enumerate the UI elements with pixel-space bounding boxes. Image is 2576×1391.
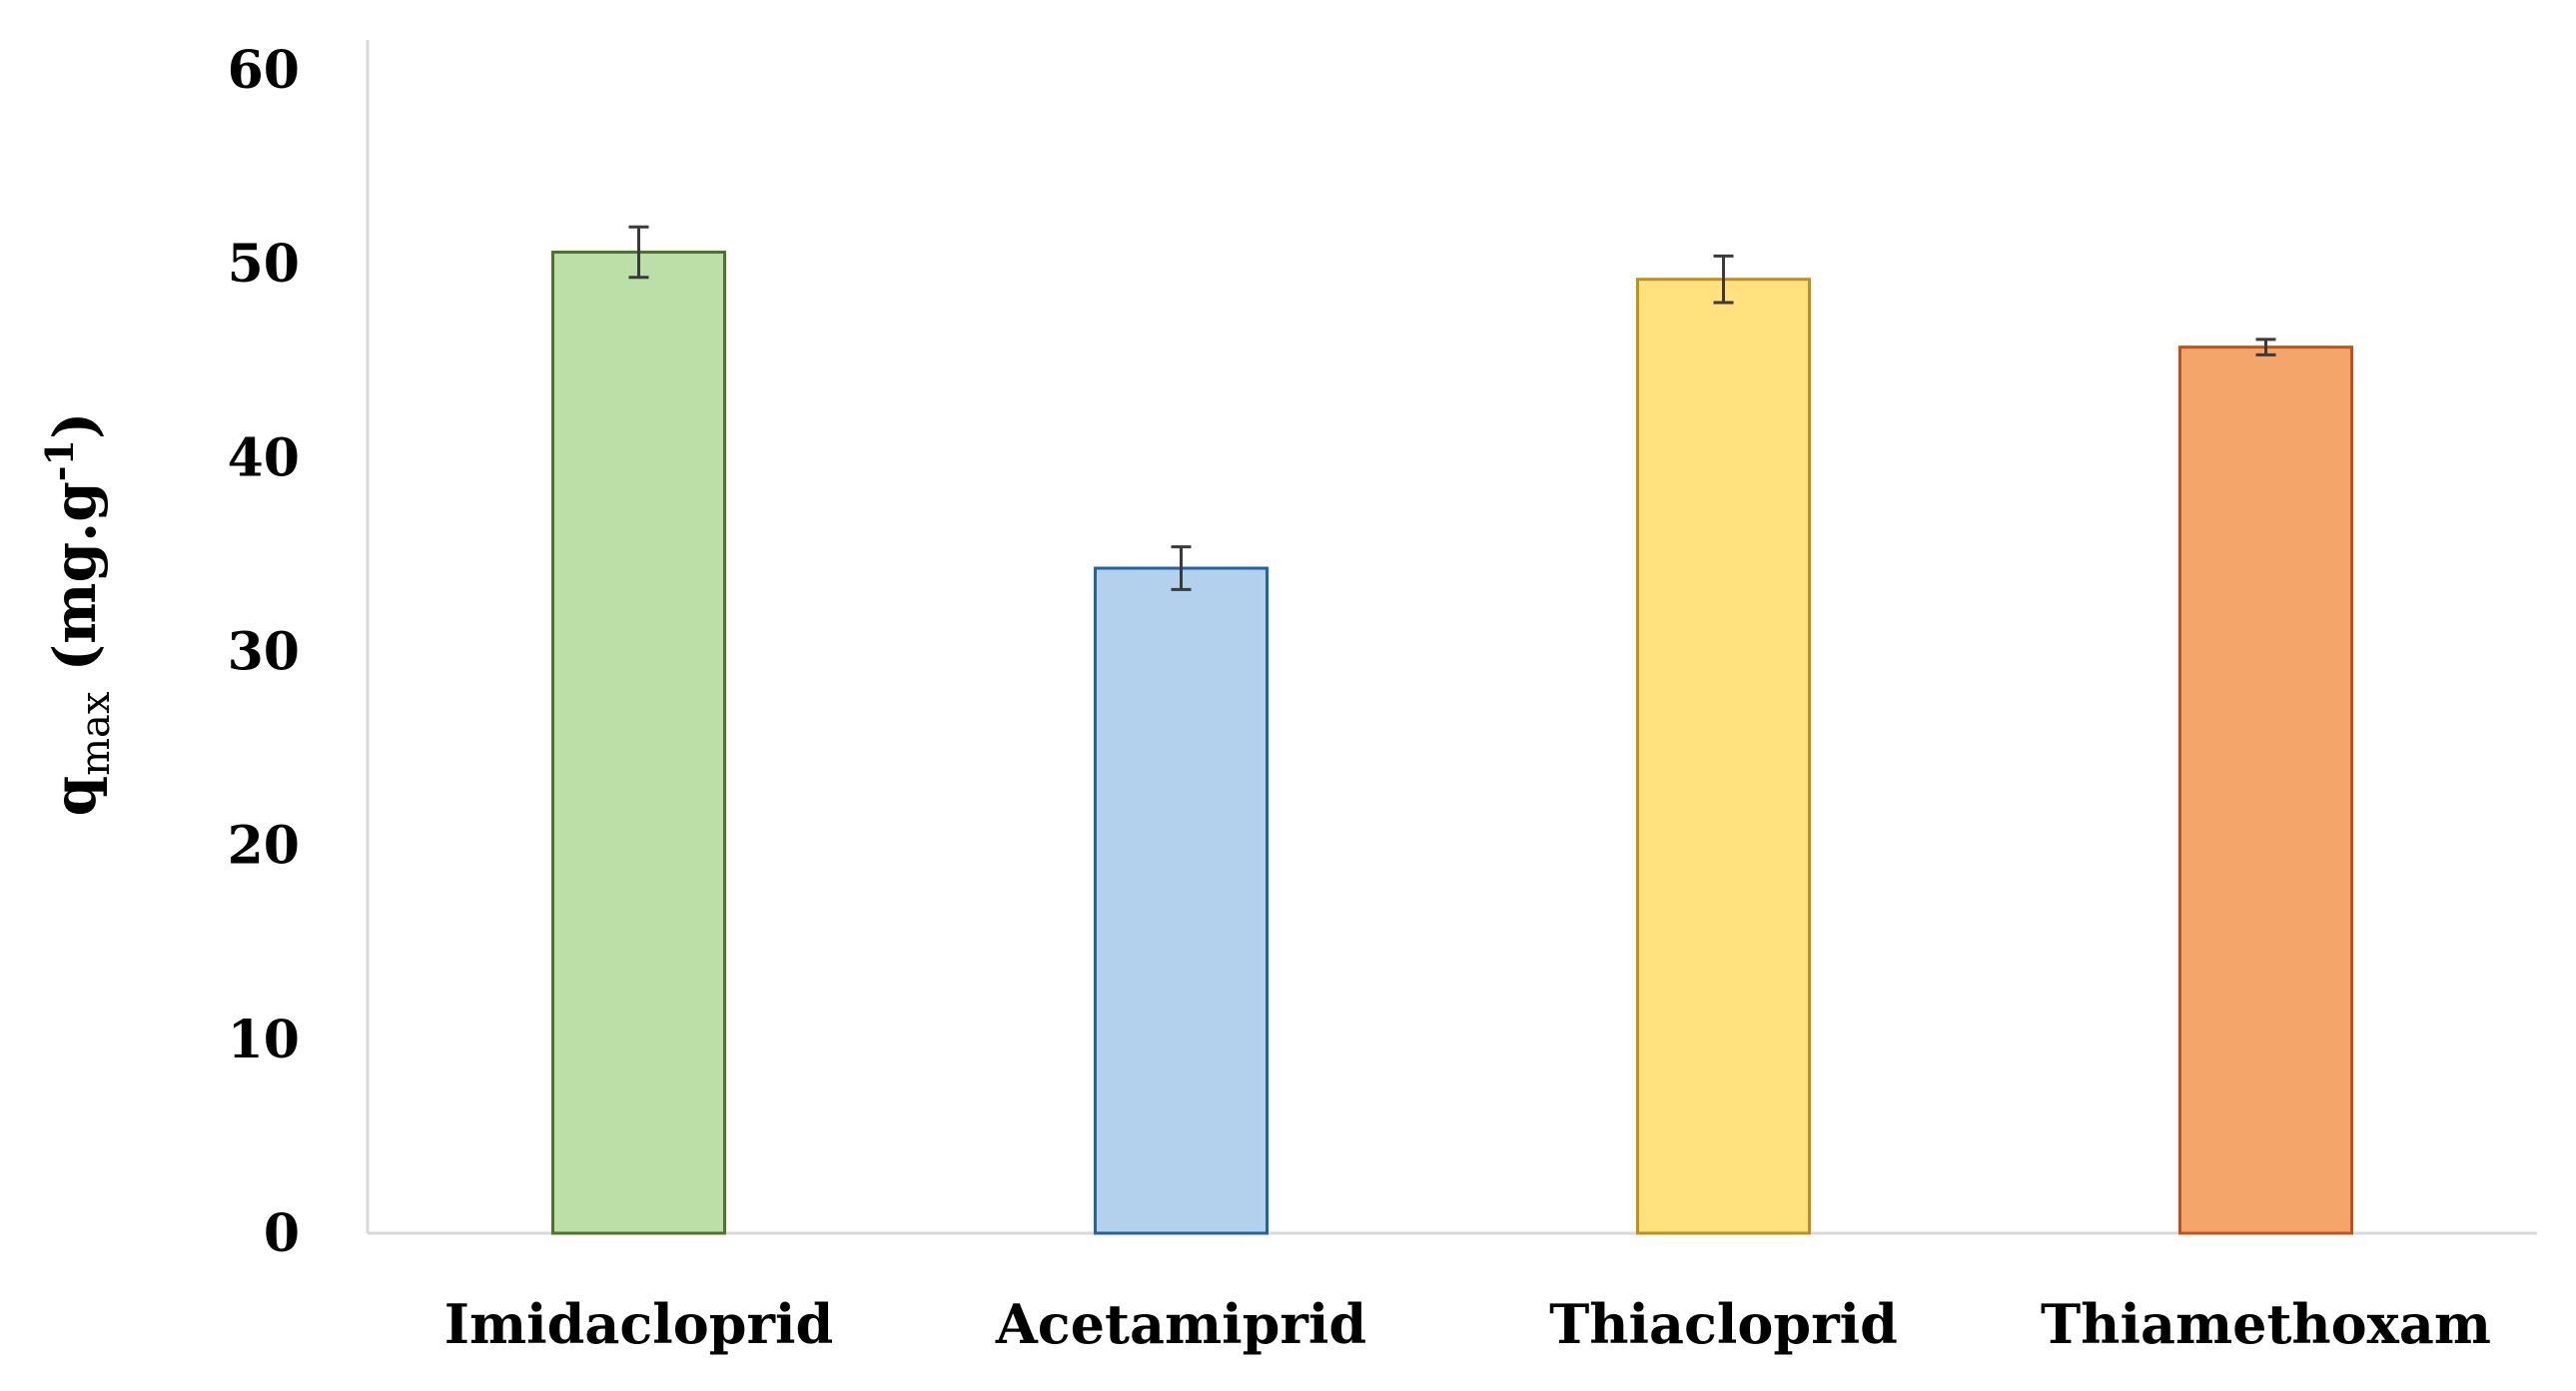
y-axis-title: qmax (mg.g-1) (37, 412, 119, 817)
error-bar-thiamethoxam (2255, 338, 2276, 356)
x-tick-label: Acetamiprid (995, 1292, 1366, 1356)
axes (366, 40, 2537, 1235)
y-axis-label: qmax (mg.g-1) (37, 412, 119, 817)
y-axis-label-subscript: max (73, 691, 119, 776)
x-tick-label: Imidacloprid (444, 1292, 834, 1356)
bar-imidacloprid (551, 251, 726, 1235)
bar-acetamiprid (1094, 566, 1269, 1235)
x-tick-label: Thiamethoxam (2041, 1292, 2491, 1356)
y-tick-label: 30 (228, 622, 300, 683)
error-bars (628, 225, 2276, 591)
y-axis-label-main: q (41, 776, 109, 817)
y-axis-label-unit-suffix: ) (41, 412, 109, 439)
x-tick-labels: Imidacloprid Acetamiprid Thiacloprid Thiame… (444, 1292, 2491, 1356)
y-tick-label: 50 (228, 234, 300, 295)
y-tick-label: 40 (228, 427, 300, 488)
y-axis-label-unit-prefix: (mg.g (41, 481, 109, 691)
x-tick-label: Thiacloprid (1549, 1292, 1898, 1356)
error-bar-imidacloprid (628, 225, 649, 280)
y-tick-label: 10 (228, 1010, 300, 1070)
bar-thiamethoxam (2178, 346, 2353, 1235)
y-tick-labels: 0 10 20 30 40 50 60 (228, 40, 300, 1264)
y-axis-label-superscript: -1 (37, 439, 82, 481)
bar-thiacloprid (1636, 278, 1811, 1235)
error-bar-thiacloprid (1713, 254, 1734, 305)
y-tick-label: 60 (228, 40, 300, 101)
y-tick-label: 0 (264, 1203, 300, 1264)
error-bar-acetamiprid (1171, 545, 1192, 591)
y-tick-label: 20 (228, 816, 300, 877)
bars (551, 251, 2353, 1235)
